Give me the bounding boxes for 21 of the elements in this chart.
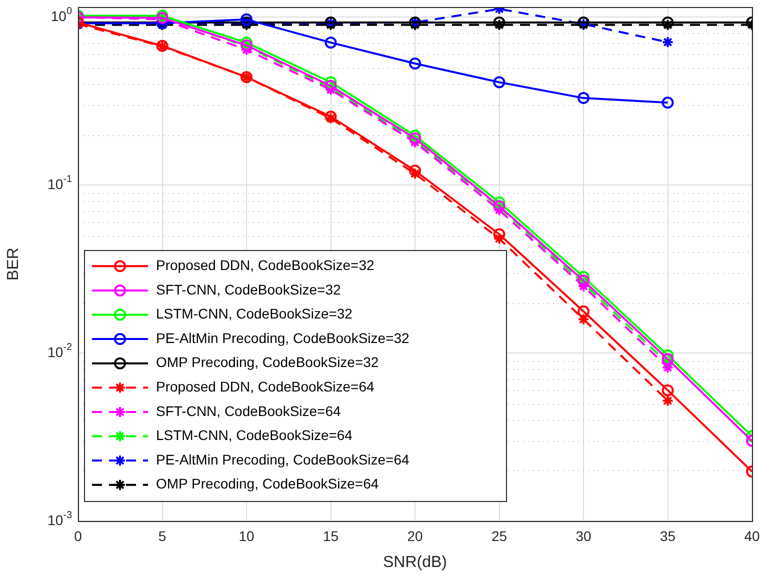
x-tick-label: 30 xyxy=(576,528,592,544)
legend-label: OMP Precoding, CodeBookSize=64 xyxy=(156,476,379,492)
x-tick-label: 25 xyxy=(491,528,508,544)
legend-label: LSTM-CNN, CodeBookSize=64 xyxy=(156,427,353,444)
legend-label: Proposed DDN, CodeBookSize=32 xyxy=(156,257,375,274)
x-axis-title: SNR(dB) xyxy=(382,554,448,571)
x-tick-label: 5 xyxy=(158,528,166,544)
x-tick-label: 0 xyxy=(74,528,82,544)
legend-label: SFT-CNN, CodeBookSize=32 xyxy=(156,281,342,298)
x-tick-label: 10 xyxy=(238,528,254,544)
y-axis-title: BER xyxy=(5,248,22,280)
legend-label: PE-AltMin Precoding, CodeBookSize=64 xyxy=(156,451,410,468)
x-tick-label: 20 xyxy=(407,528,423,544)
legend-label: PE-AltMin Precoding, CodeBookSize=32 xyxy=(156,330,410,346)
x-tick-label: 35 xyxy=(660,528,676,544)
legend-label: Proposed DDN, CodeBookSize=64 xyxy=(156,378,375,395)
x-tick-label: 40 xyxy=(744,528,760,544)
x-tick-label: 15 xyxy=(322,528,339,544)
legend-label: SFT-CNN, CodeBookSize=64 xyxy=(156,402,342,419)
legend-label: LSTM-CNN, CodeBookSize=32 xyxy=(156,306,353,322)
legend-label: OMP Precoding, CodeBookSize=32 xyxy=(156,354,379,370)
